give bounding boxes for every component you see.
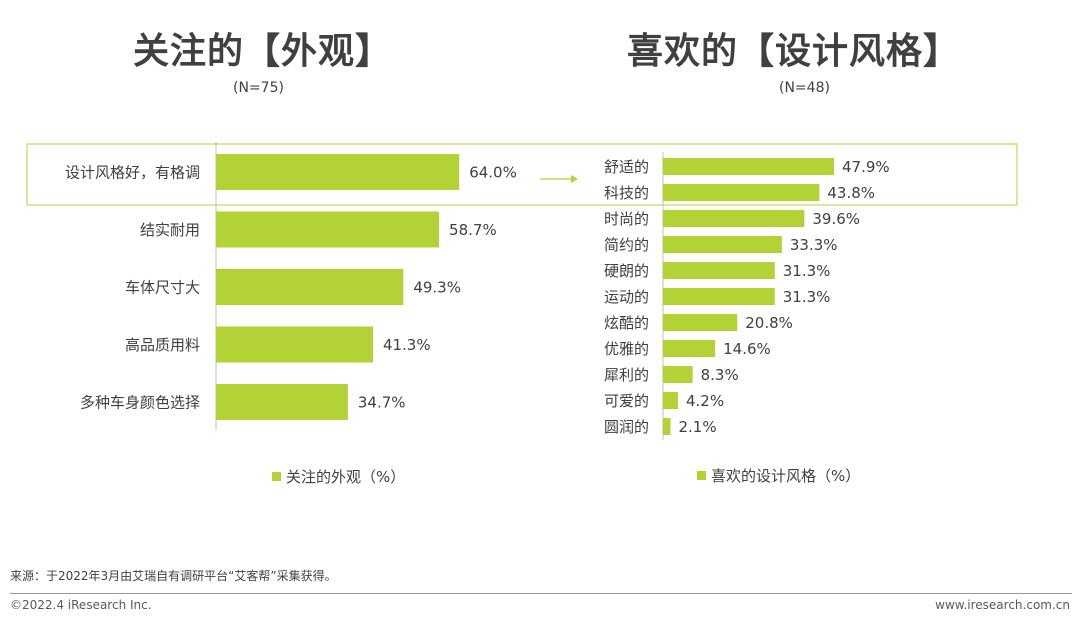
left-legend: 关注的外观（%） <box>272 466 405 487</box>
right-bar-value: 39.6% <box>812 210 860 228</box>
right-bar-value: 31.3% <box>783 262 831 280</box>
left-legend-label: 关注的外观（%） <box>286 468 406 486</box>
left-bar-value: 49.3% <box>413 279 461 297</box>
right-category-label: 科技的 <box>604 184 649 202</box>
right-bar-value: 2.1% <box>678 418 716 436</box>
left-category-label: 设计风格好，有格调 <box>65 164 200 182</box>
right-category-label: 犀利的 <box>604 366 649 384</box>
right-category-label: 简约的 <box>604 236 649 254</box>
right-bar-value: 8.3% <box>701 366 739 384</box>
left-bar <box>216 211 440 248</box>
right-bar <box>663 314 738 331</box>
right-legend-swatch <box>697 471 706 480</box>
left-category-label: 高品质用料 <box>125 336 200 354</box>
right-chart-title: 喜欢的【设计风格】 <box>627 31 961 72</box>
right-bar-value: 47.9% <box>842 158 890 176</box>
right-category-label: 圆润的 <box>604 418 649 436</box>
right-bar-value: 43.8% <box>827 184 875 202</box>
copyright: ©2022.4 iResearch Inc. <box>10 598 152 612</box>
right-bar-value: 14.6% <box>723 340 771 358</box>
right-bar-value: 20.8% <box>745 314 793 332</box>
right-legend: 喜欢的设计风格（%） <box>697 465 860 486</box>
right-category-label: 舒适的 <box>604 158 649 176</box>
left-bar-value: 41.3% <box>383 336 431 354</box>
website-link[interactable]: www.iresearch.com.cn <box>935 598 1070 612</box>
right-chart-sample-size: (N=48) <box>779 80 830 96</box>
highlight-box <box>26 143 1018 206</box>
right-bar <box>663 288 775 305</box>
left-chart-sample-size: (N=75) <box>233 80 284 96</box>
right-category-label: 硬朗的 <box>604 262 649 280</box>
left-bar <box>216 326 373 363</box>
right-bar <box>663 184 820 201</box>
left-chart-title: 关注的【外观】 <box>133 31 393 72</box>
right-bar-value: 33.3% <box>790 236 838 254</box>
right-bar-value: 31.3% <box>783 288 831 306</box>
left-bar <box>216 154 460 190</box>
right-bar <box>663 418 671 435</box>
right-bar <box>663 262 775 279</box>
right-bar <box>663 340 716 357</box>
left-category-label: 结实耐用 <box>140 221 200 239</box>
right-bar <box>663 236 782 253</box>
left-bar <box>216 269 404 305</box>
right-bar <box>663 366 693 383</box>
right-bar-value: 4.2% <box>686 392 724 410</box>
right-bar <box>663 158 834 175</box>
right-category-label: 炫酷的 <box>604 314 649 332</box>
left-category-label: 车体尺寸大 <box>125 279 200 297</box>
left-bar-value: 34.7% <box>358 394 406 412</box>
right-category-label: 可爱的 <box>604 392 649 410</box>
left-bar-value: 58.7% <box>449 221 497 239</box>
right-category-label: 运动的 <box>604 288 649 306</box>
left-bar-value: 64.0% <box>469 164 517 182</box>
source-note: 来源：于2022年3月由艾瑞自有调研平台“艾客帮”采集获得。 <box>10 569 337 583</box>
bar-charts: 64.0% 设计风格好，有格调 58.7% 结实耐用 49.3% 车体尺寸大 41.3% 高品… <box>26 142 1018 440</box>
right-legend-label: 喜欢的设计风格（%） <box>711 467 861 485</box>
left-legend-swatch <box>272 472 281 481</box>
right-bar <box>663 392 678 409</box>
right-category-label: 优雅的 <box>604 340 649 358</box>
right-bar <box>663 210 805 227</box>
arrow-head <box>571 175 578 183</box>
footer-divider <box>10 593 1072 594</box>
left-bar <box>216 384 348 420</box>
left-category-label: 多种车身颜色选择 <box>80 394 200 412</box>
right-category-label: 时尚的 <box>604 210 649 228</box>
